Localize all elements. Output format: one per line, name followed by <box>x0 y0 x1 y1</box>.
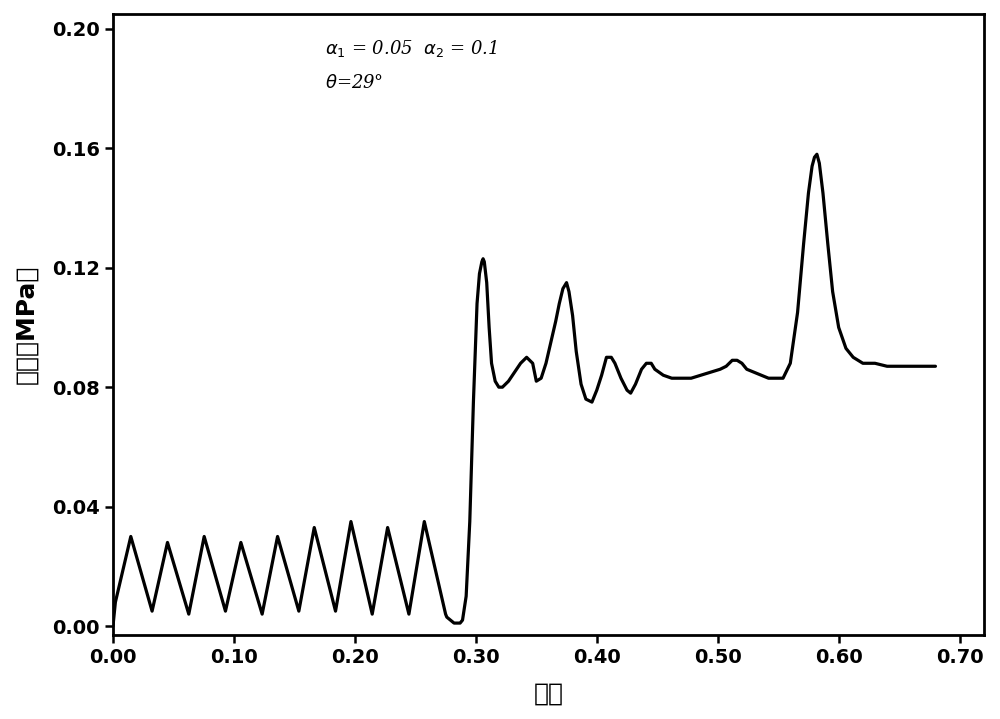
Y-axis label: 应力（MPa）: 应力（MPa） <box>14 265 38 384</box>
Text: $\alpha_1$ = 0.05  $\alpha_2$ = 0.1: $\alpha_1$ = 0.05 $\alpha_2$ = 0.1 <box>325 38 497 59</box>
Text: $\theta$=29°: $\theta$=29° <box>325 73 383 91</box>
X-axis label: 应变: 应变 <box>533 681 563 705</box>
